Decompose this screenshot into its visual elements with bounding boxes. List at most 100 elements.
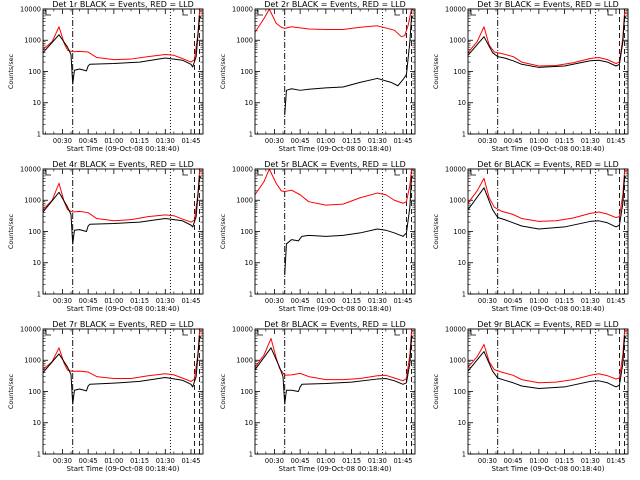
series-line-black-events bbox=[284, 175, 414, 276]
x-tick-label: 00:30 bbox=[478, 137, 497, 145]
chart-title: Det 2r BLACK = Events, RED = LLD bbox=[264, 0, 406, 9]
chart-title: Det 5r BLACK = Events, RED = LLD bbox=[264, 160, 406, 169]
series-line-red-lld bbox=[43, 329, 202, 382]
corner-mark bbox=[394, 170, 400, 176]
corner-mark bbox=[394, 10, 400, 16]
y-tick-label: 100 bbox=[240, 68, 253, 76]
corner-mark bbox=[182, 330, 188, 336]
chart-title: Det 6r BLACK = Events, RED = LLD bbox=[477, 160, 619, 169]
y-axis-label: Counts/sec bbox=[7, 213, 15, 249]
y-tick-label: 1 bbox=[462, 450, 466, 458]
y-axis-label: Counts/sec bbox=[432, 213, 440, 249]
x-tick-label: 01:45 bbox=[606, 457, 625, 465]
y-tick-label: 10000 bbox=[20, 325, 41, 333]
x-tick-label: 01:30 bbox=[156, 297, 175, 305]
x-axis-label: Start Time (09-Oct-08 00:18:40) bbox=[492, 145, 605, 153]
corner-mark bbox=[470, 10, 476, 16]
plot-frame bbox=[42, 168, 204, 295]
y-tick-label: 10 bbox=[458, 419, 466, 427]
y-tick-label: 10 bbox=[458, 259, 466, 267]
x-tick-label: 01:15 bbox=[555, 457, 574, 465]
corner-mark bbox=[257, 170, 263, 176]
chart-panel-3: Det 3r BLACK = Events, RED = LLD 1 10 100 10… bbox=[432, 0, 629, 153]
series-line-red-lld bbox=[255, 329, 414, 382]
plot-frame bbox=[254, 168, 416, 295]
x-tick-label: 00:45 bbox=[504, 297, 523, 305]
x-tick-label: 00:30 bbox=[478, 297, 497, 305]
corner-mark bbox=[45, 10, 51, 16]
chart-title: Det 9r BLACK = Events, RED = LLD bbox=[477, 320, 619, 329]
x-tick-label: 00:45 bbox=[79, 297, 98, 305]
y-tick-label: 10000 bbox=[20, 165, 41, 173]
plot-frame bbox=[467, 8, 629, 135]
x-axis-label: Start Time (09-Oct-08 00:18:40) bbox=[492, 305, 605, 313]
y-tick-label: 10 bbox=[33, 99, 41, 107]
x-tick-label: 01:15 bbox=[555, 297, 574, 305]
y-axis-label: Counts/sec bbox=[219, 213, 227, 249]
y-tick-label: 100 bbox=[453, 388, 466, 396]
x-tick-label: 01:00 bbox=[529, 137, 548, 145]
y-tick-label: 10 bbox=[458, 99, 466, 107]
x-tick-label: 01:45 bbox=[393, 297, 412, 305]
x-tick-label: 01:30 bbox=[156, 457, 175, 465]
series-line-red-lld bbox=[43, 169, 202, 223]
corner-mark bbox=[257, 10, 263, 16]
chart-panel-8: Det 8r BLACK = Events, RED = LLD 1 10 100 10… bbox=[219, 320, 416, 473]
x-tick-label: 01:00 bbox=[104, 457, 123, 465]
series-line-red-lld bbox=[468, 11, 627, 67]
x-tick-label: 01:30 bbox=[156, 137, 175, 145]
chart-panel-7: Det 7r BLACK = Events, RED = LLD 1 10 100 10… bbox=[7, 320, 204, 473]
corner-mark bbox=[470, 170, 476, 176]
plot-frame bbox=[42, 328, 204, 455]
x-tick-label: 01:45 bbox=[606, 297, 625, 305]
y-tick-label: 1 bbox=[462, 130, 466, 138]
x-tick-label: 00:45 bbox=[79, 137, 98, 145]
series-line-black-events bbox=[43, 15, 202, 85]
y-tick-label: 100 bbox=[453, 228, 466, 236]
x-tick-label: 01:45 bbox=[393, 137, 412, 145]
y-axis-label: Counts/sec bbox=[432, 373, 440, 409]
x-tick-label: 00:30 bbox=[265, 457, 284, 465]
x-tick-label: 01:30 bbox=[581, 297, 600, 305]
y-axis-label: Counts/sec bbox=[7, 53, 15, 89]
y-tick-label: 100 bbox=[453, 68, 466, 76]
x-tick-label: 01:00 bbox=[529, 297, 548, 305]
x-axis-label: Start Time (09-Oct-08 00:18:40) bbox=[279, 305, 392, 313]
series-line-black-events bbox=[43, 335, 202, 405]
y-tick-label: 10000 bbox=[232, 165, 253, 173]
plot-frame bbox=[467, 168, 629, 295]
x-tick-label: 01:00 bbox=[529, 457, 548, 465]
chart-panel-2: Det 2r BLACK = Events, RED = LLD 1 10 100 10… bbox=[219, 0, 416, 153]
x-tick-label: 00:45 bbox=[291, 297, 310, 305]
x-tick-label: 01:45 bbox=[181, 457, 200, 465]
x-tick-label: 00:45 bbox=[79, 457, 98, 465]
series-line-black-events bbox=[284, 15, 414, 116]
y-tick-label: 10 bbox=[245, 99, 253, 107]
chart-title: Det 4r BLACK = Events, RED = LLD bbox=[52, 160, 194, 169]
chart-title: Det 1r BLACK = Events, RED = LLD bbox=[52, 0, 194, 9]
y-tick-label: 10 bbox=[33, 419, 41, 427]
chart-panel-4: Det 4r BLACK = Events, RED = LLD 1 10 100 10… bbox=[7, 160, 204, 313]
x-tick-label: 01:30 bbox=[368, 297, 387, 305]
y-tick-label: 100 bbox=[28, 68, 41, 76]
x-axis-label: Start Time (09-Oct-08 00:18:40) bbox=[67, 145, 180, 153]
x-axis-label: Start Time (09-Oct-08 00:18:40) bbox=[67, 465, 180, 473]
plot-frame bbox=[467, 328, 629, 455]
y-tick-label: 10 bbox=[245, 259, 253, 267]
x-tick-label: 01:30 bbox=[581, 137, 600, 145]
x-tick-label: 01:00 bbox=[104, 297, 123, 305]
x-tick-label: 01:15 bbox=[342, 297, 361, 305]
x-tick-label: 01:00 bbox=[316, 297, 335, 305]
y-tick-label: 1 bbox=[462, 290, 466, 298]
x-tick-label: 00:45 bbox=[291, 137, 310, 145]
y-tick-label: 1000 bbox=[449, 197, 466, 205]
y-tick-label: 1000 bbox=[449, 357, 466, 365]
corner-mark bbox=[45, 330, 51, 336]
series-line-black-events bbox=[468, 15, 627, 68]
y-tick-label: 100 bbox=[28, 228, 41, 236]
x-tick-label: 01:00 bbox=[104, 137, 123, 145]
y-tick-label: 10 bbox=[33, 259, 41, 267]
y-tick-label: 100 bbox=[28, 388, 41, 396]
series-line-black-events bbox=[43, 175, 202, 245]
